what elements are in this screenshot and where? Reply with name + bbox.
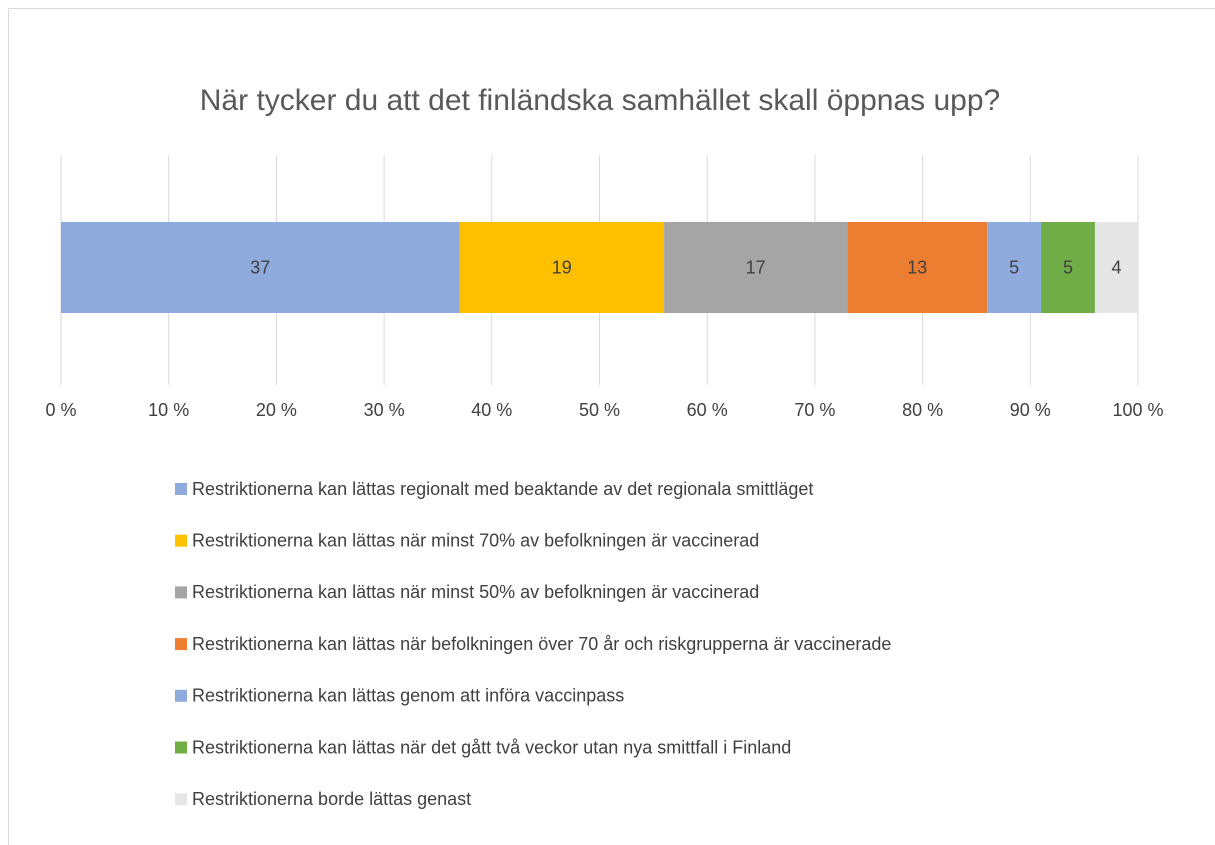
x-tick-label: 10 % — [148, 400, 189, 420]
legend-label: Restriktionerna kan lättas när det gått … — [192, 737, 791, 757]
x-tick-label: 100 % — [1112, 400, 1163, 420]
bar-segment — [1041, 222, 1095, 313]
x-tick-label: 50 % — [579, 400, 620, 420]
x-tick-label: 30 % — [364, 400, 405, 420]
bar-segment — [664, 222, 848, 313]
legend-swatch — [175, 689, 187, 702]
legend-label: Restriktionerna kan lättas när befolknin… — [192, 634, 891, 654]
x-tick-label: 90 % — [1010, 400, 1051, 420]
x-tick-label: 60 % — [687, 400, 728, 420]
data-label: 37 — [250, 257, 270, 277]
legend-label: Restriktionerna kan lättas när minst 50%… — [192, 582, 759, 602]
chart-title: När tycker du att det finländska samhäll… — [200, 84, 1000, 117]
data-label: 5 — [1009, 257, 1019, 277]
legend-swatch — [175, 534, 187, 547]
legend-swatch — [175, 638, 187, 651]
legend-label: Restriktionerna kan lättas när minst 70%… — [192, 530, 759, 550]
bar-segment — [1094, 222, 1138, 313]
bar-segment — [847, 222, 988, 313]
legend-label: Restriktionerna kan lättas regionalt med… — [192, 479, 813, 499]
legend-swatch — [175, 741, 187, 754]
x-tick-label: 70 % — [794, 400, 835, 420]
legend-label: Restriktionerna borde lättas genast — [192, 789, 471, 809]
x-tick-label: 20 % — [256, 400, 297, 420]
x-tick-label: 80 % — [902, 400, 943, 420]
data-label: 13 — [907, 257, 927, 277]
data-label: 5 — [1063, 257, 1073, 277]
legend-swatch — [175, 793, 187, 806]
legend-swatch — [175, 586, 187, 599]
data-label: 17 — [746, 257, 766, 277]
bar-segment — [459, 222, 665, 313]
x-tick-label: 40 % — [471, 400, 512, 420]
x-tick-label: 0 % — [45, 400, 76, 420]
bar-segment — [987, 222, 1042, 313]
data-label: 4 — [1111, 257, 1121, 277]
data-label: 19 — [552, 257, 572, 277]
legend-swatch — [175, 483, 187, 495]
legend-label: Restriktionerna kan lättas genom att inf… — [192, 686, 624, 706]
bar-segment — [61, 222, 460, 313]
